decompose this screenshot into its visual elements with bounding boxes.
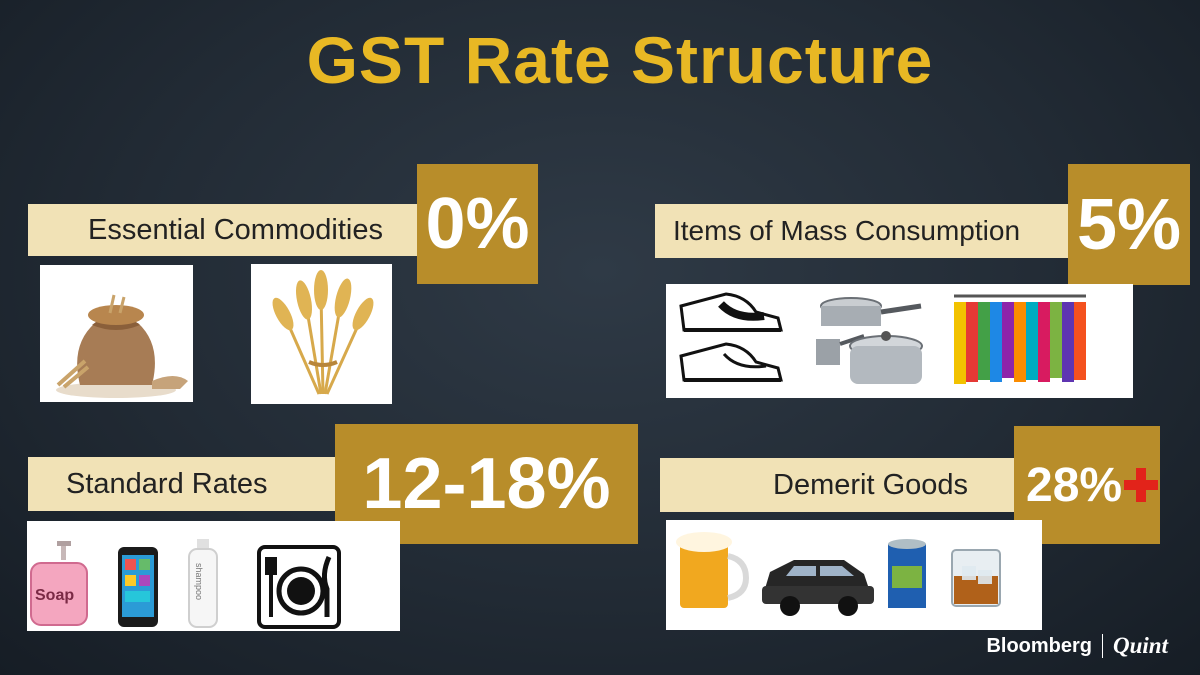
soap-dispenser-icon: Soap <box>27 539 91 631</box>
cess-plus-icon <box>1124 468 1159 502</box>
brand-logo: Bloomberg Quint <box>986 633 1168 659</box>
demerit-rate-text: 28% <box>1026 458 1123 512</box>
demerit-goods-label: Demerit Goods <box>660 458 1018 512</box>
suv-car-icon <box>762 560 874 616</box>
sneakers-icon <box>679 292 783 382</box>
paint-tin-icon <box>888 539 926 608</box>
clothes-rack-icon <box>954 294 1086 384</box>
standard-rate-text: 12-18% <box>362 444 611 524</box>
wheat-icon <box>251 264 392 404</box>
mass-label-text: Items of Mass Consumption <box>673 215 1021 246</box>
beer-mug-icon <box>676 532 750 608</box>
essential-commodities-label: Essential Commodities <box>28 204 428 256</box>
page-title: GST Rate Structure <box>306 23 934 97</box>
dining-icon <box>257 545 341 629</box>
soap-text: Soap <box>35 587 75 604</box>
brand-separator <box>1102 634 1104 658</box>
mass-consumption-label: Items of Mass Consumption <box>655 204 1075 258</box>
standard-label-text: Standard Rates <box>66 467 268 500</box>
shampoo-text: shampoo <box>194 563 204 601</box>
whisky-glass-icon <box>951 549 1001 607</box>
demerit-label-text: Demerit Goods <box>773 468 969 501</box>
mobile-phone-icon <box>116 545 160 631</box>
brand-name: Bloomberg <box>986 634 1093 657</box>
cookware-icon <box>816 297 923 384</box>
brand-partner: Quint <box>1113 633 1168 658</box>
demerit-goods-images <box>666 520 1042 630</box>
shampoo-bottle-icon: shampoo <box>185 537 221 629</box>
mass-rate-badge: 5% <box>1068 164 1190 285</box>
essential-label-text: Essential Commodities <box>88 213 383 246</box>
standard-rates-images: Soap shampoo <box>27 521 400 631</box>
mass-rate-text: 5% <box>1076 184 1182 265</box>
essential-rate-badge: 0% <box>417 164 538 284</box>
standard-rates-label: Standard Rates <box>28 457 348 511</box>
essential-rate-text: 0% <box>425 184 530 264</box>
mass-consumption-images <box>666 284 1133 398</box>
grain-sack-icon <box>40 265 193 402</box>
